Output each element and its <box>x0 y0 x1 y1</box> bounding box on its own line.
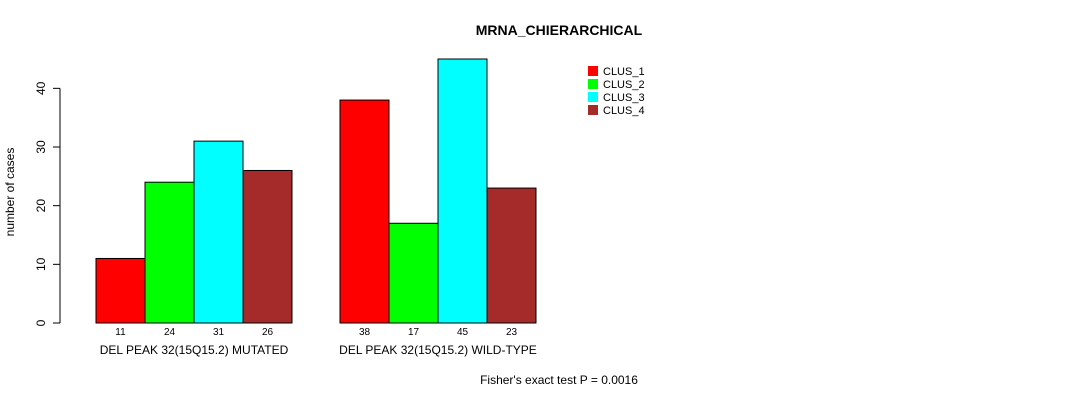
bar-clus-4 <box>486 187 537 324</box>
y-tick-label: 20 <box>34 199 48 213</box>
bar-value-label: 11 <box>115 327 126 338</box>
fisher-test-footnote: Fisher's exact test P = 0.0016 <box>480 373 638 387</box>
y-axis: 0 10 20 30 40 <box>34 81 61 326</box>
bar-value-label: 31 <box>213 327 225 338</box>
group-label: DEL PEAK 32(15Q15.2) MUTATED <box>100 343 289 357</box>
y-tick-label: 10 <box>34 257 48 271</box>
y-tick-label: 40 <box>34 81 48 95</box>
legend-swatch <box>588 66 598 76</box>
bar-value-label: 26 <box>262 327 274 338</box>
group-label: DEL PEAK 32(15Q15.2) WILD-TYPE <box>339 343 537 357</box>
bar-value-label: 38 <box>359 327 371 338</box>
bar-clus-1 <box>95 257 146 324</box>
bars <box>95 58 537 324</box>
bar-clus-2 <box>388 222 439 324</box>
y-tick-label: 0 <box>34 319 48 326</box>
bar-clus-2 <box>144 181 195 324</box>
bar-clus-1 <box>339 99 390 324</box>
legend-label: CLUS_3 <box>603 92 645 104</box>
chart-title: MRNA_CHIERARCHICAL <box>476 22 643 38</box>
legend-label: CLUS_1 <box>603 66 645 78</box>
y-tick-label: 30 <box>34 140 48 154</box>
legend-label: CLUS_4 <box>603 105 645 117</box>
legend-swatch <box>588 105 598 115</box>
bar-clus-3 <box>193 140 244 324</box>
group-labels: DEL PEAK 32(15Q15.2) MUTATED DEL PEAK 32(… <box>100 343 537 357</box>
bar-clus-3 <box>437 58 488 324</box>
bar-clus-4 <box>242 169 293 324</box>
bar-value-label: 24 <box>164 327 176 338</box>
legend-label: CLUS_2 <box>603 79 645 91</box>
value-labels: 11 24 31 26 38 17 45 23 <box>115 327 517 338</box>
bar-value-label: 23 <box>506 327 518 338</box>
y-axis-label: number of cases <box>3 148 17 237</box>
legend-swatch <box>588 79 598 89</box>
bar-value-label: 17 <box>408 327 420 338</box>
bar-value-label: 45 <box>457 327 469 338</box>
legend-swatch <box>588 92 598 102</box>
